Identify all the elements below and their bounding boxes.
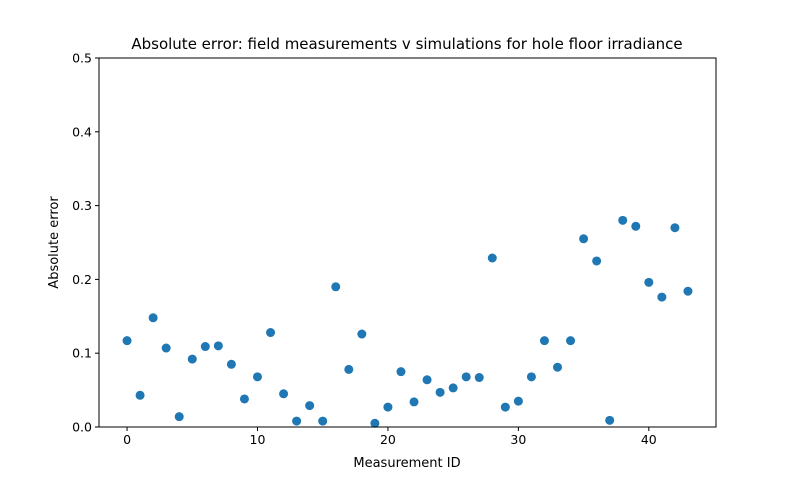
data-point-27 <box>474 373 484 383</box>
data-point-2 <box>148 313 158 323</box>
data-point-41 <box>657 292 667 302</box>
y-tick-label: 0.2 <box>72 272 92 287</box>
data-point-7 <box>213 341 223 351</box>
data-point-36 <box>592 256 602 266</box>
data-point-3 <box>161 343 171 353</box>
data-point-26 <box>461 372 471 382</box>
data-point-38 <box>618 215 628 225</box>
y-tick-label: 0.0 <box>72 420 92 435</box>
data-point-0 <box>122 336 132 346</box>
data-point-29 <box>500 402 510 412</box>
data-point-35 <box>579 234 589 244</box>
y-tick-label: 0.3 <box>72 198 92 213</box>
data-point-24 <box>435 387 445 397</box>
data-point-10 <box>252 372 262 382</box>
data-point-6 <box>200 342 210 352</box>
x-tick-label: 0 <box>123 432 131 447</box>
data-point-11 <box>266 328 276 338</box>
data-point-14 <box>305 401 315 411</box>
data-points <box>122 215 693 428</box>
data-point-20 <box>383 402 393 412</box>
data-point-33 <box>553 362 563 372</box>
data-point-40 <box>644 277 654 287</box>
data-point-13 <box>292 416 302 426</box>
data-point-31 <box>526 372 536 382</box>
data-point-25 <box>448 383 458 393</box>
plot-area <box>98 57 717 428</box>
x-tick-label: 40 <box>641 432 657 447</box>
x-axis-ticks: 0 10 20 30 40 <box>123 427 657 447</box>
data-point-43 <box>683 286 693 296</box>
data-point-18 <box>357 329 367 339</box>
y-tick-label: 0.1 <box>72 346 92 361</box>
data-point-4 <box>174 412 184 422</box>
chart-title: Absolute error: field measurements v sim… <box>131 35 682 53</box>
x-axis-label: Measurement ID <box>353 456 460 471</box>
data-point-28 <box>487 253 497 263</box>
data-point-16 <box>331 282 341 292</box>
data-point-30 <box>513 396 523 406</box>
data-point-34 <box>566 336 576 346</box>
data-point-5 <box>187 354 197 364</box>
data-point-19 <box>370 418 380 428</box>
x-tick-label: 20 <box>380 432 396 447</box>
data-point-9 <box>239 394 249 404</box>
y-tick-label: 0.5 <box>72 51 92 66</box>
data-point-21 <box>396 367 406 377</box>
data-point-17 <box>344 364 354 374</box>
axes-frame <box>98 57 717 428</box>
y-axis-ticks: 0.0 0.1 0.2 0.3 0.4 0.5 <box>72 51 99 435</box>
data-point-32 <box>539 336 549 346</box>
data-point-8 <box>226 359 236 369</box>
data-point-23 <box>422 375 432 385</box>
data-point-15 <box>318 416 328 426</box>
y-axis-label: Absolute error <box>47 196 62 289</box>
data-point-12 <box>279 389 289 399</box>
data-point-37 <box>605 415 615 425</box>
data-point-1 <box>135 390 145 400</box>
x-tick-label: 30 <box>510 432 526 447</box>
data-point-42 <box>670 223 680 233</box>
y-tick-label: 0.4 <box>72 124 92 139</box>
data-point-22 <box>409 397 419 407</box>
data-point-39 <box>631 221 641 231</box>
x-tick-label: 10 <box>250 432 266 447</box>
